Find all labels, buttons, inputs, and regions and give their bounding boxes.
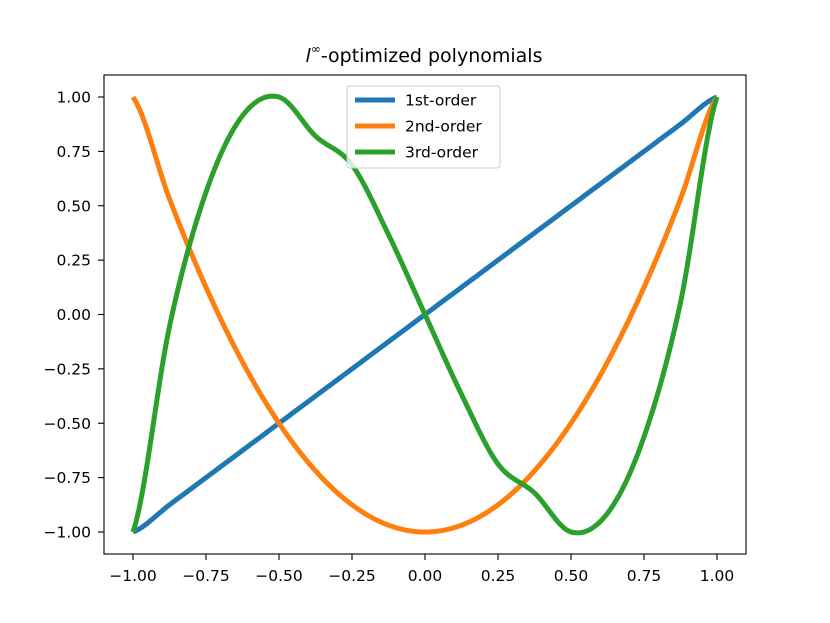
- legend-box: [346, 85, 501, 169]
- legend-label-2: 2nd-order: [405, 118, 482, 136]
- y-tick-label: 0.25: [56, 252, 91, 270]
- x-tick-label: 0.25: [481, 567, 516, 585]
- x-tick-label: 0.75: [627, 567, 662, 585]
- x-tick-label: −0.75: [182, 567, 230, 585]
- y-tick-label: −0.75: [44, 469, 92, 487]
- y-tick-label: 0.50: [56, 197, 91, 215]
- x-tick-label: −1.00: [109, 567, 157, 585]
- legend: 1st-order 2nd-order 3rd-order: [346, 85, 501, 169]
- y-tick-label: −0.25: [44, 360, 92, 378]
- x-tick-label: −0.50: [255, 567, 303, 585]
- plot-series-group: [130, 93, 720, 536]
- y-tick-label: −0.50: [44, 415, 92, 433]
- series-line-3: [130, 93, 720, 536]
- x-axis: −1.00 −0.75 −0.50 −0.25 0.00 0.25 0.50 0.75 1.00: [109, 554, 734, 585]
- y-tick-label: 1.00: [56, 89, 91, 107]
- y-tick-label: −1.00: [44, 524, 92, 542]
- series-line-2: [130, 95, 720, 535]
- legend-label-1: 1st-order: [405, 92, 477, 110]
- chart-title: l∞-optimized polynomials: [306, 42, 543, 67]
- x-tick-label: 1.00: [700, 567, 735, 585]
- y-axis: −1.00 −0.75 −0.50 −0.25 0.00 0.25 0.50 0.75 1.00: [44, 89, 104, 542]
- legend-label-3: 3rd-order: [405, 144, 479, 162]
- x-tick-label: 0.50: [554, 567, 589, 585]
- y-tick-label: 0.00: [56, 306, 91, 324]
- x-tick-label: −0.25: [328, 567, 376, 585]
- x-tick-label: 0.00: [408, 567, 443, 585]
- y-tick-label: 0.75: [56, 143, 91, 161]
